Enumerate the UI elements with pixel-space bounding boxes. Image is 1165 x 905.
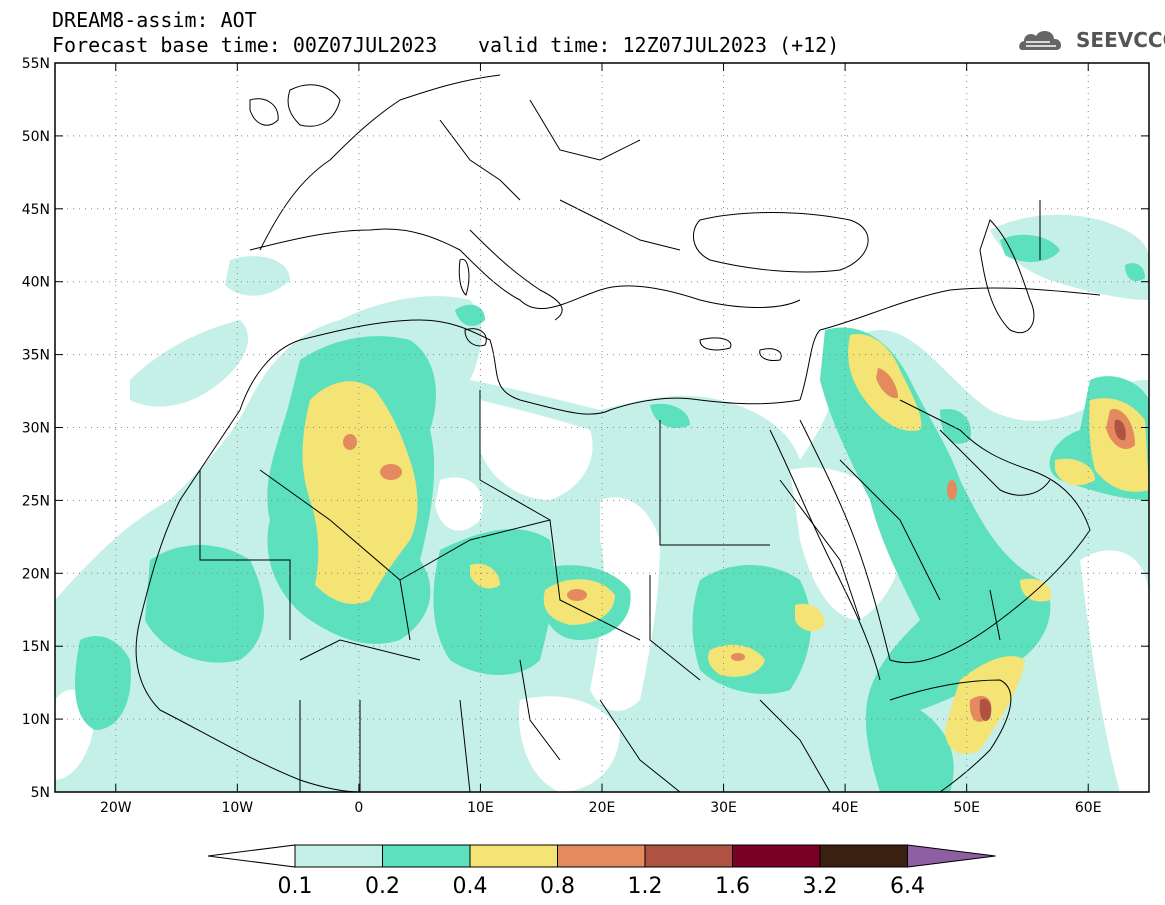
cloud-icon (1019, 30, 1062, 50)
colorbar-segment (294, 844, 383, 868)
colorbar-over-arrow (907, 844, 996, 868)
lat-tick-label: 50N (22, 129, 50, 145)
lon-tick-label: 10W (221, 800, 253, 816)
lat-tick-label: 40N (22, 275, 50, 291)
colorbar-labels: 0.1 0.2 0.4 0.8 1.2 1.6 3.2 6.4 (278, 874, 926, 899)
colorbar-segment (644, 844, 733, 868)
lat-tick-label: 30N (22, 421, 50, 437)
lat-tick-label: 45N (22, 202, 50, 218)
longitude-labels: 20W 10W 0 10E 20E 30E 40E 50E 60E (100, 800, 1102, 816)
forecast-base-time: Forecast base time: 00Z07JUL2023 (52, 33, 438, 57)
lat-tick-label: 55N (22, 56, 50, 72)
colorbar-level-label: 1.6 (715, 874, 750, 899)
colorbar-level-label: 0.4 (453, 874, 488, 899)
map-boundaries (135, 74, 1101, 792)
latitude-labels: 55N 50N 45N 40N 35N 30N 25N 20N 15N 10N 5N (22, 56, 50, 801)
colorbar-level-label: 6.4 (890, 874, 925, 899)
colorbar-level-label: 0.1 (278, 874, 313, 899)
lon-tick-label: 30E (710, 800, 737, 816)
colorbar-segment (557, 844, 646, 868)
lat-tick-label: 20N (22, 566, 50, 582)
axis-ticks (55, 62, 1149, 793)
aot-contour-gaps (55, 400, 1149, 792)
colorbar (207, 844, 996, 868)
map-title: DREAM8-assim: AOT (52, 8, 257, 32)
valid-time: valid time: 12Z07JUL2023 (+12) (478, 33, 840, 57)
map-grid (55, 63, 1149, 792)
colorbar-level-label: 0.2 (365, 874, 400, 899)
lon-tick-label: 60E (1075, 800, 1102, 816)
lon-tick-label: 40E (832, 800, 859, 816)
lon-tick-label: 20W (100, 800, 132, 816)
map-plot-area (55, 63, 1149, 792)
colorbar-level-label: 1.2 (628, 874, 663, 899)
colorbar-segment (382, 844, 471, 868)
lat-tick-label: 25N (22, 493, 50, 509)
colorbar-under-arrow (207, 844, 296, 868)
lat-tick-label: 15N (22, 639, 50, 655)
lon-tick-label: 20E (589, 800, 616, 816)
colorbar-segment (732, 844, 821, 868)
lon-tick-label: 10E (467, 800, 494, 816)
lon-tick-label: 50E (953, 800, 980, 816)
colorbar-segment (819, 844, 908, 868)
lat-tick-label: 35N (22, 348, 50, 364)
colorbar-level-label: 3.2 (803, 874, 838, 899)
colorbar-level-label: 0.8 (540, 874, 575, 899)
lat-tick-label: 5N (31, 785, 50, 801)
seevccc-logo-text: SEEVCCC (1076, 28, 1165, 52)
aot-contour-level-5 (979, 419, 1126, 721)
lon-tick-label: 0 (354, 800, 363, 816)
lat-tick-label: 10N (22, 712, 50, 728)
colorbar-segment (469, 844, 558, 868)
